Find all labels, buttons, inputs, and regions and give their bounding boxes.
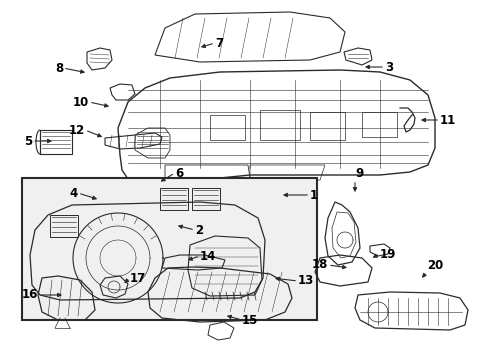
Text: 15: 15	[242, 314, 258, 327]
Text: 16: 16	[21, 288, 38, 302]
Text: 9: 9	[354, 167, 363, 180]
Text: 14: 14	[200, 249, 216, 262]
Text: 13: 13	[297, 274, 314, 288]
Bar	[192, 188, 220, 210]
Text: 1: 1	[309, 189, 318, 202]
Bar	[309, 112, 345, 140]
Bar	[50, 215, 78, 237]
Text: 20: 20	[426, 259, 442, 272]
Bar	[209, 115, 244, 140]
Text: 10: 10	[73, 95, 89, 108]
Text: 6: 6	[175, 166, 183, 180]
Text: 12: 12	[69, 123, 85, 136]
Text: 4: 4	[70, 186, 78, 199]
Bar	[260, 110, 299, 140]
Bar	[361, 112, 396, 137]
Text: 8: 8	[55, 62, 63, 75]
Text: 11: 11	[439, 113, 455, 126]
Text: 19: 19	[379, 248, 396, 261]
Text: 7: 7	[215, 36, 223, 50]
Text: 2: 2	[195, 224, 203, 237]
Bar	[160, 188, 187, 210]
Bar	[40, 130, 72, 154]
Text: 3: 3	[384, 60, 392, 73]
Text: 17: 17	[130, 271, 146, 284]
Bar	[22, 178, 316, 320]
Text: 5: 5	[24, 135, 32, 148]
Text: 18: 18	[311, 258, 327, 271]
